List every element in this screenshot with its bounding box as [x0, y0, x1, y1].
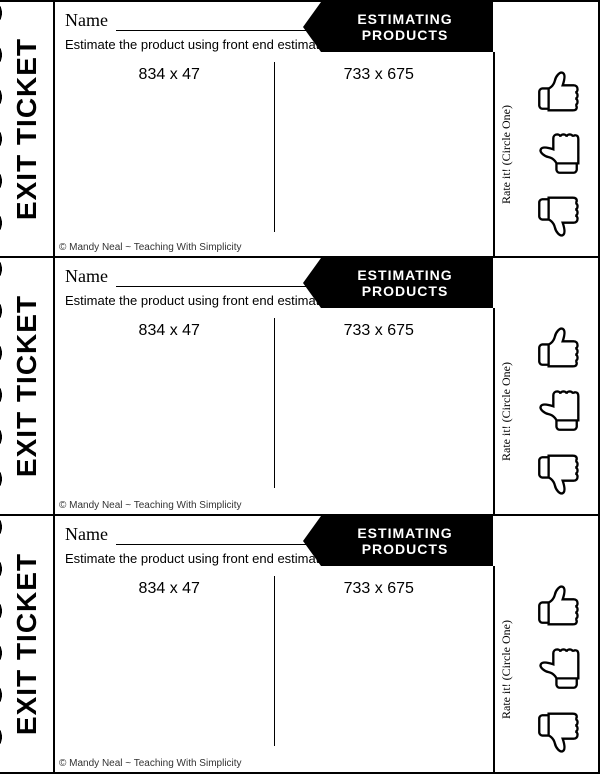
banner-line: PRODUCTS [317, 283, 493, 299]
thumbs-side-icon[interactable] [533, 644, 583, 694]
problem-2: 733 x 675 [274, 318, 484, 488]
rate-label: Rate it! (Circle One) [495, 52, 517, 256]
thumbs-up-icon[interactable] [533, 65, 583, 115]
ticket-body: ESTIMATING PRODUCTS Name Estimate the pr… [55, 258, 493, 514]
copyright: © Mandy Neal ~ Teaching With Simplicity [59, 758, 242, 769]
stub-label: EXIT TICKET [11, 553, 43, 735]
name-input-line[interactable] [116, 269, 316, 287]
thumbs-side-icon[interactable] [533, 386, 583, 436]
problem-2: 733 x 675 [274, 62, 484, 232]
ticket-stub: EXIT TICKET [0, 2, 55, 256]
thumbs-down-icon[interactable] [533, 193, 583, 243]
banner-line: ESTIMATING [317, 267, 493, 283]
topic-banner: ESTIMATING PRODUCTS [303, 258, 493, 308]
ticket-stub: EXIT TICKET [0, 516, 55, 772]
exit-ticket: EXIT TICKET ESTIMATING PRODUCTS Name Est… [0, 516, 600, 774]
thumbs-down-icon[interactable] [533, 709, 583, 759]
rating-panel: Rate it! (Circle One) [493, 516, 598, 772]
ticket-stub: EXIT TICKET [0, 258, 55, 514]
exit-ticket: EXIT TICKET ESTIMATING PRODUCTS Name Est… [0, 258, 600, 516]
name-label: Name [65, 10, 108, 31]
rating-panel: Rate it! (Circle One) [493, 258, 598, 514]
rate-label: Rate it! (Circle One) [495, 566, 517, 772]
thumb-options[interactable] [517, 52, 598, 256]
work-area: 834 x 47 733 x 675 [65, 576, 483, 746]
name-label: Name [65, 524, 108, 545]
copyright: © Mandy Neal ~ Teaching With Simplicity [59, 500, 242, 511]
work-area: 834 x 47 733 x 675 [65, 62, 483, 232]
stub-label: EXIT TICKET [11, 38, 43, 220]
banner-line: ESTIMATING [317, 525, 493, 541]
topic-banner: ESTIMATING PRODUCTS [303, 516, 493, 566]
problem-1: 834 x 47 [65, 62, 274, 232]
rate-box: Rate it! (Circle One) [493, 308, 598, 514]
work-area: 834 x 47 733 x 675 [65, 318, 483, 488]
banner-line: PRODUCTS [317, 541, 493, 557]
ticket-body: ESTIMATING PRODUCTS Name Estimate the pr… [55, 516, 493, 772]
problem-2: 733 x 675 [274, 576, 484, 746]
rate-box: Rate it! (Circle One) [493, 52, 598, 256]
problem-1: 834 x 47 [65, 318, 274, 488]
ticket-body: ESTIMATING PRODUCTS Name Estimate the pr… [55, 2, 493, 256]
copyright: © Mandy Neal ~ Teaching With Simplicity [59, 242, 242, 253]
banner-line: ESTIMATING [317, 11, 493, 27]
thumbs-down-icon[interactable] [533, 451, 583, 501]
thumbs-up-icon[interactable] [533, 321, 583, 371]
stub-label: EXIT TICKET [11, 295, 43, 477]
topic-banner: ESTIMATING PRODUCTS [303, 2, 493, 52]
exit-ticket: EXIT TICKET ESTIMATING PRODUCTS Name Est… [0, 0, 600, 258]
rating-panel: Rate it! (Circle One) [493, 2, 598, 256]
thumbs-side-icon[interactable] [533, 129, 583, 179]
name-input-line[interactable] [116, 527, 316, 545]
thumb-options[interactable] [517, 566, 598, 772]
thumbs-up-icon[interactable] [533, 579, 583, 629]
banner-line: PRODUCTS [317, 27, 493, 43]
name-input-line[interactable] [116, 13, 316, 31]
thumb-options[interactable] [517, 308, 598, 514]
rate-box: Rate it! (Circle One) [493, 566, 598, 772]
problem-1: 834 x 47 [65, 576, 274, 746]
rate-label: Rate it! (Circle One) [495, 308, 517, 514]
name-label: Name [65, 266, 108, 287]
